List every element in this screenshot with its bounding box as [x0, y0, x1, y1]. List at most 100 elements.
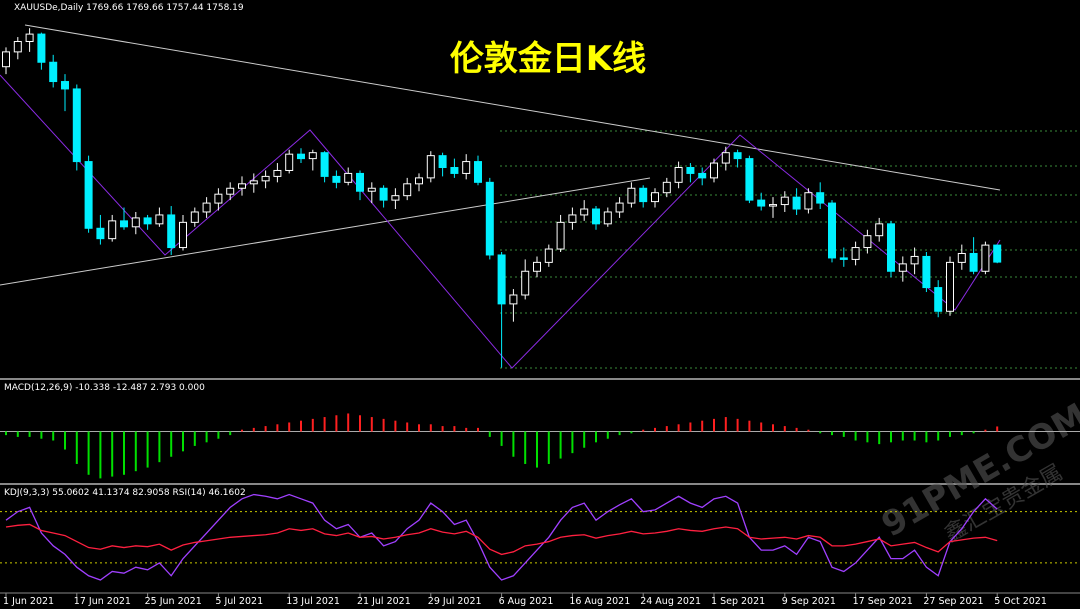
macd-bar [866, 431, 869, 443]
macd-bar [901, 431, 904, 441]
candle-body [391, 195, 400, 201]
macd-bar [618, 431, 621, 436]
macd-bar [677, 424, 680, 432]
macd-bar [335, 415, 338, 432]
indicator-line [5, 523, 998, 556]
candle-body [898, 263, 907, 272]
candle-body [922, 255, 931, 289]
candle-body [167, 214, 176, 249]
candle-body [249, 180, 258, 185]
macd-bar [477, 427, 479, 432]
macd-bar [323, 417, 326, 432]
candle-body [863, 235, 872, 249]
macd-bar [854, 431, 857, 441]
macd-bar [831, 431, 833, 436]
candle-body [285, 153, 294, 171]
candle-body [627, 187, 636, 204]
trend-line [24, 24, 1001, 191]
macd-bar [123, 431, 125, 475]
candle-body [851, 247, 860, 260]
candle-body [84, 161, 93, 229]
candle-body [344, 172, 353, 183]
candle-body [356, 172, 364, 192]
candle-body [426, 155, 435, 179]
macd-bar [28, 431, 31, 437]
macd-bar [453, 426, 456, 432]
candle-body [934, 287, 943, 312]
macd-bar [64, 431, 66, 450]
macd-bar [16, 431, 19, 437]
macd-bar [441, 426, 444, 432]
macd-bar [583, 431, 586, 448]
macd-bar [288, 422, 291, 432]
macd-bar [146, 431, 149, 468]
candle-body [615, 202, 624, 213]
macd-bar [182, 431, 184, 452]
candle-body [580, 208, 589, 216]
macd-bar [630, 431, 633, 434]
candle-body [698, 172, 707, 179]
macd-bar [571, 431, 574, 454]
macd-bar [960, 431, 963, 436]
macd-bar [264, 426, 267, 432]
macd-bar [819, 431, 822, 434]
macd-bar [595, 431, 597, 443]
candle-body [568, 214, 577, 223]
macd-bar [252, 427, 255, 432]
candle-body [108, 220, 117, 240]
macd-bar [760, 422, 763, 432]
macd-bar [524, 431, 527, 464]
candle-body [497, 254, 506, 305]
macd-bar [170, 431, 173, 457]
macd-bar [772, 424, 774, 432]
macd-bar [606, 431, 609, 439]
candle-body [131, 217, 140, 228]
candle-body [509, 294, 518, 305]
candle-body [662, 181, 671, 194]
candle-body [214, 193, 223, 204]
candle-body [2, 51, 10, 68]
candle-body [120, 220, 128, 228]
macd-bar [418, 424, 420, 432]
x-tick-label: 6 Aug 2021 [499, 596, 554, 607]
candle-body [320, 152, 329, 177]
macd-bar [724, 417, 727, 432]
candle-body [485, 181, 494, 256]
macd-bar [913, 431, 916, 441]
macd-bar [512, 431, 515, 457]
candle-body [13, 41, 22, 53]
macd-bar [559, 431, 562, 459]
x-tick-label: 27 Sep 2021 [923, 596, 983, 607]
candle-body [415, 177, 423, 185]
macd-bar [996, 426, 999, 432]
macd-bar [547, 431, 550, 464]
x-tick-label: 29 Jul 2021 [428, 596, 482, 607]
x-tick-label: 16 Aug 2021 [569, 596, 630, 607]
x-tick-label: 9 Sep 2021 [782, 596, 836, 607]
candle-body [721, 152, 730, 164]
candle-body [639, 187, 648, 203]
macd-bar [842, 431, 845, 437]
candle-body [592, 208, 600, 225]
kdj-header: KDJ(9,3,3) 55.0602 41.1374 82.9058 RSI(1… [4, 488, 246, 498]
candle-body [190, 211, 199, 223]
macd-bar [359, 415, 361, 432]
candle-body [533, 261, 541, 272]
macd-bar [536, 431, 538, 468]
candle-body [957, 252, 966, 263]
candle-body [297, 153, 305, 160]
macd-bar [158, 431, 161, 463]
candle-body [839, 257, 848, 260]
candle-body [37, 33, 46, 63]
macd-bar [99, 431, 102, 479]
macd-bar [382, 418, 385, 432]
candle-body [273, 169, 282, 177]
candle-body [179, 221, 187, 249]
macd-bar [878, 431, 881, 445]
x-tick-label: 21 Jul 2021 [357, 596, 411, 607]
candle-body [367, 187, 376, 192]
candle-body [981, 244, 990, 272]
macd-bar [654, 427, 656, 432]
candle-body [438, 155, 447, 169]
candle-body [96, 227, 105, 240]
